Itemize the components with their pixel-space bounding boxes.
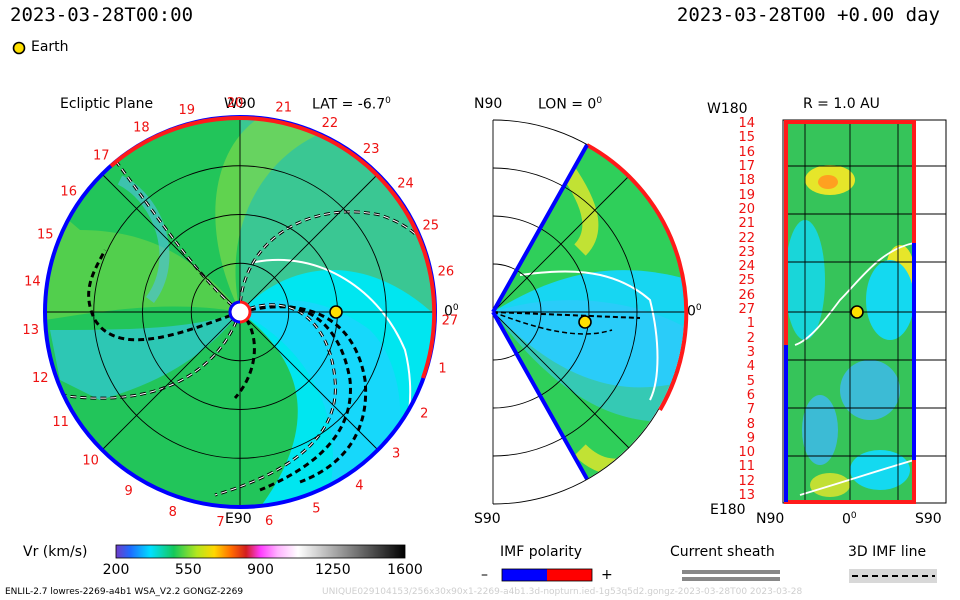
panel1-sector-number: 18 — [133, 121, 150, 136]
panel3-y-tick: 16 — [738, 144, 755, 160]
panel3-y-tick: 10 — [738, 445, 755, 461]
colorbar-tick: 200 — [102, 562, 130, 578]
panel1-sector-number: 2 — [420, 407, 428, 422]
panel1-sector-number: 7 — [216, 515, 224, 530]
panel3-y-tick: 7 — [746, 402, 755, 418]
panel1-sector-number: 17 — [93, 148, 110, 163]
colorbar-label: Vr (km/s) — [23, 544, 88, 560]
panel1-sector-number: 9 — [125, 484, 133, 499]
panel3-y-tick: 2 — [746, 330, 755, 346]
panel1-sector-number: 12 — [32, 371, 49, 386]
imf-line-sample — [849, 569, 937, 583]
date-left: 2023-03-28T00:00 — [10, 4, 194, 26]
panel3-y-tick: 8 — [746, 416, 755, 432]
panel1-sector-number: 26 — [438, 265, 455, 280]
panel1-sector-number: 15 — [37, 227, 54, 242]
panel1-sector-number: 6 — [265, 514, 273, 529]
panel1-sector-number: 14 — [24, 274, 41, 289]
footer-right: UNIQUE029104153/256x30x90x1-2269-a4b1.3d… — [322, 587, 803, 597]
panel1-title: Ecliptic Plane — [60, 96, 154, 112]
colorbar-tick: 1250 — [314, 562, 351, 578]
panel3-y-tick: 24 — [738, 259, 755, 275]
panel2-bottom-label: S90 — [474, 511, 501, 527]
panel3-x-tick-mid: 00 — [842, 511, 857, 528]
footer-left: ENLIL-2.7 lowres-2269-a4b1 WSA_V2.2 GONG… — [5, 587, 244, 597]
panel3-y-tick: 20 — [738, 201, 755, 217]
panel1-earth-marker — [329, 305, 343, 319]
panel1-sector-number: 3 — [392, 447, 400, 462]
panel1-sector-number: 22 — [322, 116, 339, 131]
panel2-lon-label: LON = 00 — [538, 96, 603, 113]
imf-line-title: 3D IMF line — [848, 544, 927, 560]
panel3-y-tick: 3 — [746, 344, 755, 360]
panel3-y-tick: 18 — [738, 173, 755, 189]
r1au-panel — [782, 119, 947, 504]
panel1-sector-number: 19 — [179, 103, 196, 118]
panel3-y-tick: 1 — [746, 316, 755, 332]
panel1-lat-label: LAT = -6.70 — [312, 96, 391, 113]
panel1-sector-number: 11 — [52, 415, 69, 430]
imf-positive-swatch — [547, 569, 592, 581]
panel1-sector-number: 8 — [169, 505, 177, 520]
panel3-top-left-label: W180 — [707, 101, 748, 117]
date-right: 2023-03-28T00 +0.00 day — [676, 4, 940, 26]
earth-legend-label: Earth — [31, 39, 69, 55]
panel3-y-tick: 13 — [738, 488, 755, 503]
panel3-y-tick: 15 — [738, 130, 755, 146]
panel1-sector-number: 10 — [82, 454, 99, 469]
earth-legend-icon — [12, 41, 26, 55]
panel3-y-tick: 5 — [746, 373, 755, 389]
panel1-sector-number: 23 — [363, 142, 380, 157]
imf-negative-swatch — [502, 569, 547, 581]
panel3-y-tick: 27 — [738, 302, 755, 317]
panel2-top-label: N90 — [474, 96, 503, 112]
panel3-y-tick: 6 — [746, 387, 755, 403]
imf-polarity-title: IMF polarity — [500, 544, 583, 560]
panel3-earth-marker — [850, 305, 864, 319]
panel3-y-tick: 19 — [738, 187, 755, 203]
panel1-sector-number: 25 — [423, 218, 440, 233]
panel3-y-tick: 12 — [738, 473, 755, 489]
panel3-y-tick: 11 — [738, 459, 755, 475]
panel1-sector-number: 16 — [60, 185, 77, 200]
panel1-right-label: 00 — [444, 303, 459, 320]
panel1-bottom-label: E90 — [225, 511, 252, 527]
colorbar — [115, 544, 406, 559]
panel3-y-tick: 14 — [738, 116, 755, 131]
current-sheath-sample — [682, 570, 780, 581]
imf-plus: + — [601, 567, 613, 583]
panel3-y-tick: 25 — [738, 273, 755, 289]
panel2-right-label: 00 — [687, 303, 702, 320]
panel3-y-tick: 22 — [738, 230, 755, 246]
panel3-y-tick: 4 — [746, 359, 755, 375]
panel1-sector-number: 4 — [355, 479, 363, 494]
panel2-earth-marker — [578, 315, 592, 329]
panel1-sector-number: 21 — [275, 101, 292, 116]
panel1-sector-number: 1 — [438, 362, 446, 377]
panel3-y-tick: 26 — [738, 287, 755, 303]
panel1-sector-number: 27 — [442, 313, 459, 328]
panel1-top-label: W90 — [224, 96, 256, 112]
panel1-sector-number: 20 — [227, 96, 244, 111]
panel1-sector-number: 24 — [397, 177, 414, 192]
panel3-y-tick: 21 — [738, 216, 755, 232]
colorbar-tick: 1600 — [387, 562, 423, 578]
current-sheath-title: Current sheath — [670, 544, 775, 560]
panel3-x-tick-right: S90 — [915, 511, 942, 527]
panel1-sector-number: 13 — [22, 323, 39, 338]
imf-minus: – — [481, 567, 488, 583]
panel3-y-tick: 9 — [746, 430, 755, 446]
panel3-r-label: R = 1.0 AU — [803, 96, 880, 112]
colorbar-tick: 550 — [174, 562, 202, 578]
panel3-x-tick-left: N90 — [756, 511, 785, 527]
panel3-y-tick: 17 — [738, 158, 755, 174]
panel1-sector-number: 5 — [312, 502, 320, 517]
meridional-panel — [491, 119, 689, 505]
colorbar-tick: 900 — [247, 562, 274, 578]
panel3-bottom-left-label: E180 — [710, 502, 746, 518]
panel3-y-tick: 23 — [738, 244, 755, 260]
